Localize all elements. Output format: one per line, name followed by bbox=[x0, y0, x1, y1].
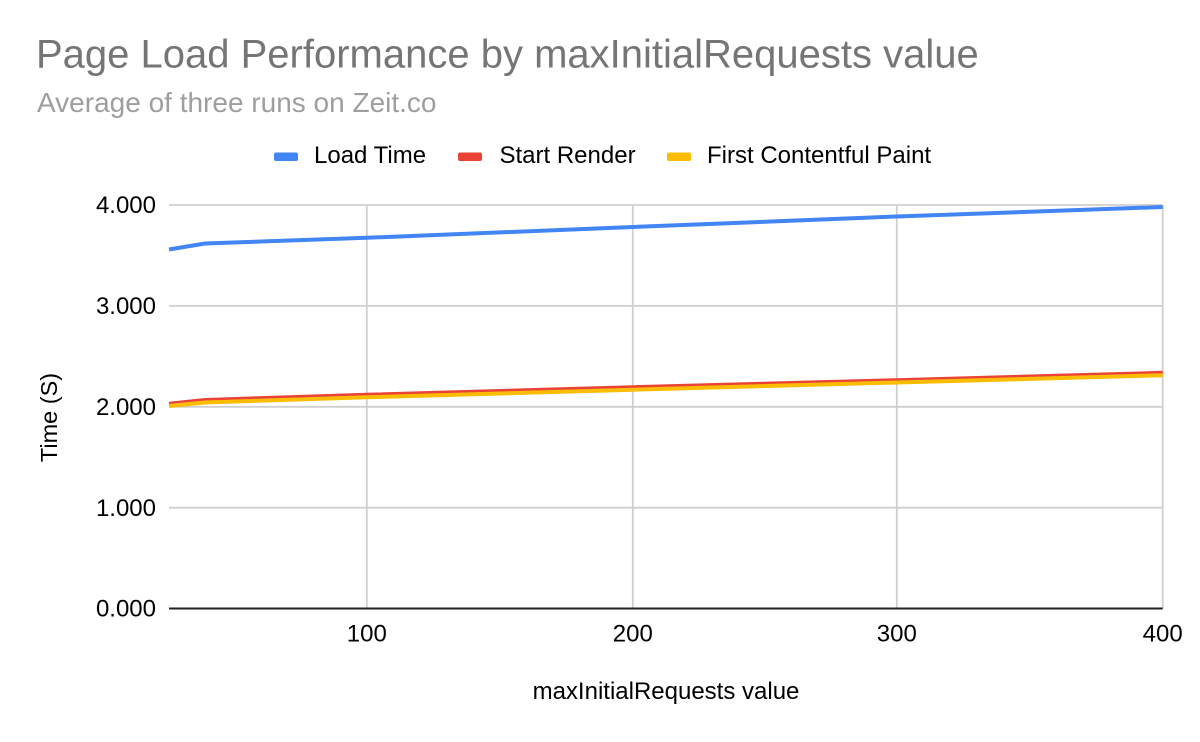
svg-text:2.000: 2.000 bbox=[96, 394, 156, 421]
svg-text:100: 100 bbox=[347, 621, 387, 648]
svg-text:Start Render: Start Render bbox=[500, 142, 636, 169]
svg-text:Average of three runs on Zeit.: Average of three runs on Zeit.co bbox=[37, 87, 437, 118]
svg-text:Load Time: Load Time bbox=[314, 142, 426, 169]
svg-text:300: 300 bbox=[877, 621, 917, 648]
svg-text:4.000: 4.000 bbox=[96, 192, 156, 219]
svg-text:Page Load Performance by maxIn: Page Load Performance by maxInitialReque… bbox=[36, 33, 979, 77]
svg-text:3.000: 3.000 bbox=[96, 293, 156, 320]
svg-text:Time (S): Time (S) bbox=[36, 373, 62, 462]
svg-text:200: 200 bbox=[613, 621, 653, 648]
svg-text:First Contentful Paint: First Contentful Paint bbox=[707, 142, 931, 169]
svg-text:maxInitialRequests value: maxInitialRequests value bbox=[533, 678, 800, 705]
svg-text:400: 400 bbox=[1143, 621, 1183, 648]
svg-text:0.000: 0.000 bbox=[96, 596, 156, 623]
svg-text:1.000: 1.000 bbox=[96, 495, 156, 522]
